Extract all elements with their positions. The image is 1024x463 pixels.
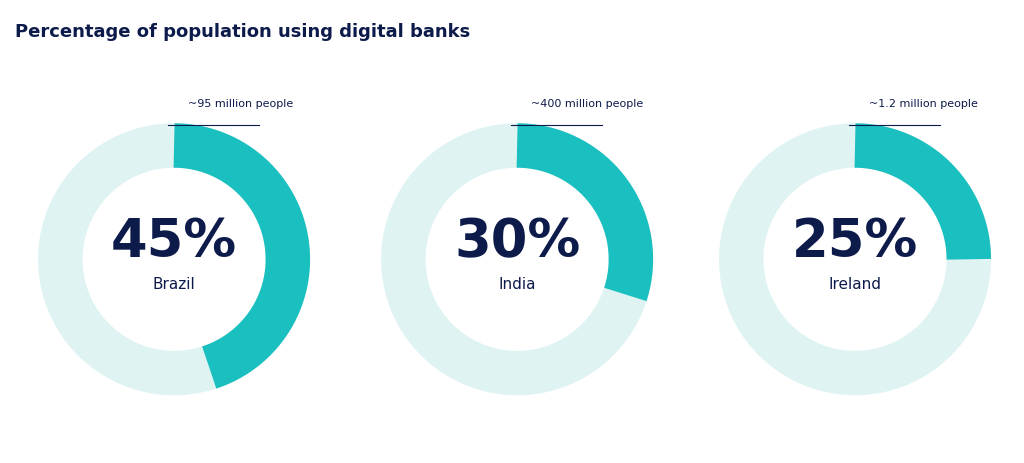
Text: India: India: [499, 277, 536, 292]
Text: 25%: 25%: [792, 216, 919, 268]
Text: Brazil: Brazil: [153, 277, 196, 292]
Text: Ireland: Ireland: [828, 277, 882, 292]
Text: ~400 million people: ~400 million people: [530, 99, 643, 109]
Text: ~95 million people: ~95 million people: [187, 99, 293, 109]
Text: 45%: 45%: [111, 216, 238, 268]
Text: Percentage of population using digital banks: Percentage of population using digital b…: [15, 23, 471, 41]
Text: ~1.2 million people: ~1.2 million people: [868, 99, 978, 109]
Text: 30%: 30%: [454, 216, 581, 268]
